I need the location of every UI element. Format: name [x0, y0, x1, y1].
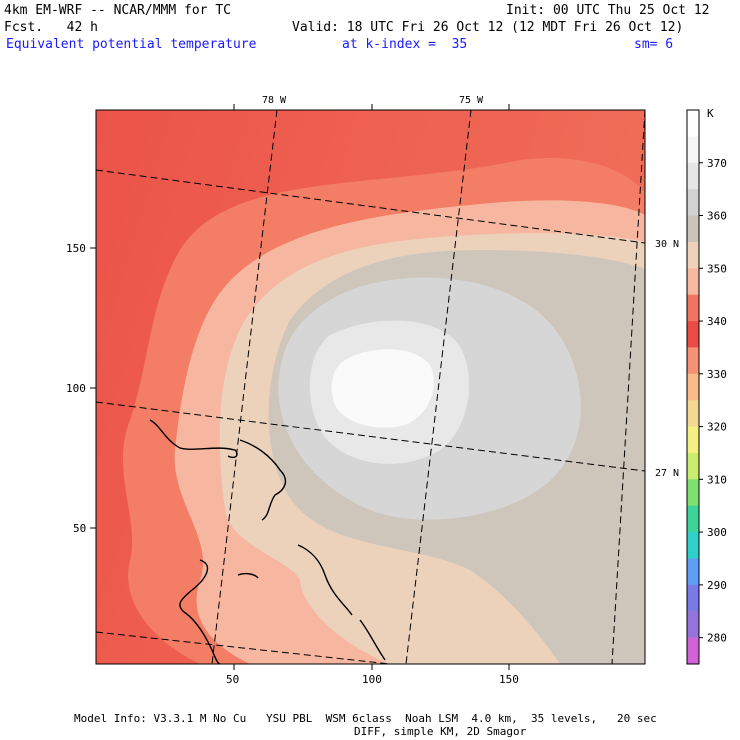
colorbar-label: 280 [707, 632, 727, 645]
init-time: Init: 00 UTC Thu 25 Oct 12 [506, 3, 710, 18]
colorbar-swatch [687, 637, 699, 665]
parallel-30n [95, 169, 646, 244]
colorbar-label: 370 [707, 157, 727, 170]
x-tick-150: 150 [499, 673, 519, 686]
colorbar-swatch [687, 321, 699, 348]
colorbar-swatch [687, 373, 699, 401]
colorbar-swatch [687, 110, 699, 137]
parallel-27n [95, 401, 646, 472]
colorbar-label: 310 [707, 473, 727, 486]
model-title: 4km EM-WRF -- NCAR/MMM for TC [4, 3, 231, 18]
colorbar-swatch [687, 215, 699, 243]
colorbar-swatch [687, 611, 699, 638]
colorbar-label: 360 [707, 210, 727, 223]
meridian-75w [405, 109, 472, 665]
colorbar-swatch [687, 532, 699, 559]
field-name: Equivalent potential temperature [6, 37, 257, 52]
colorbar-swatch [687, 558, 699, 586]
coastline [149, 419, 386, 664]
colorbar-swatch [687, 400, 699, 427]
level-label: at k-index = 35 [342, 37, 468, 52]
lon-label-75w: 75 W [459, 95, 484, 106]
y-tick-100: 100 [66, 382, 86, 395]
x-axis-ticks [233, 104, 510, 670]
colorbar-swatch [687, 584, 699, 612]
colorbar-swatch [687, 426, 699, 454]
meridian-72w [611, 109, 646, 665]
colorbar-label: 290 [707, 579, 727, 592]
colorbar-label: 330 [707, 368, 727, 381]
colorbar-swatch [687, 136, 699, 164]
colorbar-swatch [687, 162, 699, 190]
y-axis-ticks [90, 247, 96, 529]
colorbar-swatch [687, 347, 699, 375]
colorbar-label: 320 [707, 421, 727, 434]
colorbar-frame [686, 109, 700, 665]
colorbar-swatch [687, 268, 699, 295]
colorbar-swatch [687, 241, 699, 269]
colorbar-swatch [687, 479, 699, 507]
colorbar: 370 360 350 340 330 320 310 300 290 280 [686, 109, 727, 665]
lon-label-78w: 78 W [262, 95, 287, 106]
x-tick-50: 50 [226, 673, 239, 686]
lat-label-30n: 30 N [655, 239, 679, 250]
graticule [95, 109, 646, 665]
smoothing-label: sm= 6 [634, 37, 674, 52]
x-tick-100: 100 [362, 673, 382, 686]
colorbar-swatch [687, 294, 699, 322]
y-tick-150: 150 [66, 242, 86, 255]
parallel-24n [95, 631, 391, 665]
meridian-78w [211, 109, 278, 665]
colorbar-swatch [687, 189, 699, 216]
y-tick-50: 50 [73, 522, 86, 535]
model-info-line-1: Model Info: V3.3.1 M No Cu YSU PBL WSM 6… [74, 712, 657, 725]
map-frame [95, 109, 646, 665]
forecast-hour: Fcst. 42 h [4, 20, 98, 35]
model-info-line-2: DIFF, simple KM, 2D Smagor [354, 725, 527, 738]
lat-label-27n: 27 N [655, 468, 679, 479]
colorbar-swatch [687, 452, 699, 480]
colorbar-swatch [687, 505, 699, 533]
colorbar-label: 350 [707, 262, 727, 275]
colorbar-unit: K [707, 107, 714, 120]
valid-time: Valid: 18 UTC Fri 26 Oct 12 (12 MDT Fri … [292, 20, 684, 35]
colorbar-label: 340 [707, 315, 727, 328]
theta-e-field [96, 110, 645, 664]
colorbar-label: 300 [707, 526, 727, 539]
